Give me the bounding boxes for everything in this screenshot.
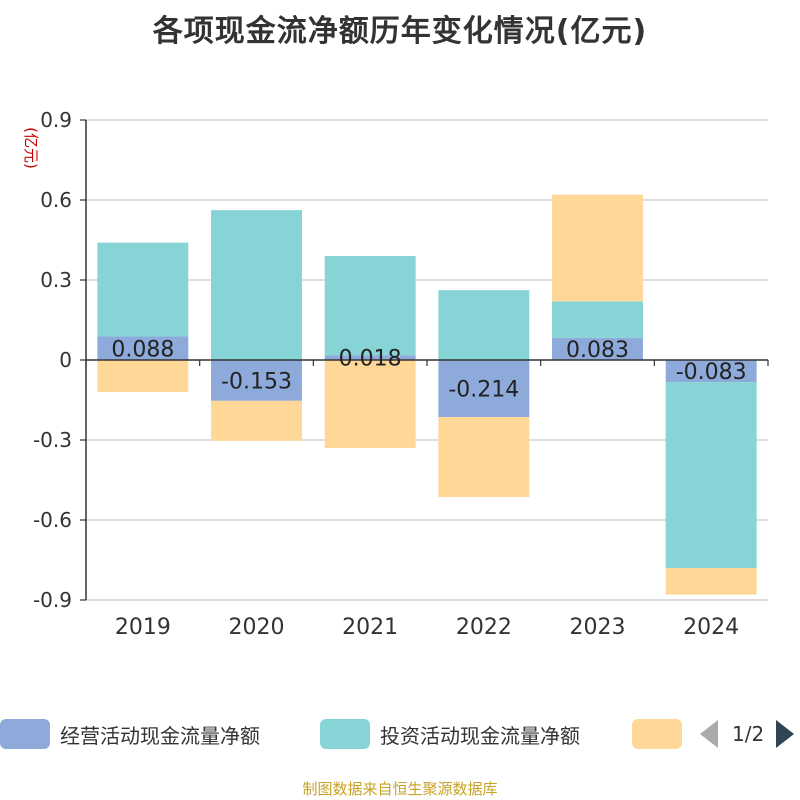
legend-label-investing: 投资活动现金流量净额	[380, 723, 580, 748]
legend-swatch-investing	[320, 719, 370, 749]
bar-2024-series-0	[665, 360, 757, 383]
legend: 经营活动现金流量净额 投资活动现金流量净额 1/2	[0, 716, 800, 752]
y-tick-label: 0.6	[40, 188, 72, 212]
x-tick-label-2023: 2023	[570, 615, 626, 640]
bar-2022-series-1	[438, 290, 530, 360]
x-tick-label-2024: 2024	[683, 615, 739, 640]
chart-svg: 0.9 0.6 0.3 0 -0.3 -0.6 -0.9 2019 2020 2021 2022 20…	[22, 108, 769, 640]
x-tick-label-2021: 2021	[342, 615, 398, 640]
legend-pager: 1/2	[700, 716, 795, 752]
bar-2019-series-2	[97, 360, 189, 392]
labels-layer: 0.088 -0.153 0.018 -0.214 0.083 -0.083	[111, 337, 746, 402]
bar-2023-series-0	[552, 337, 643, 360]
bar-2022-series-2	[438, 417, 530, 498]
bar-2021-series-1	[324, 256, 416, 356]
legend-item-investing[interactable]: 投资活动现金流量净额	[320, 716, 580, 752]
bar-2019-series-1	[97, 242, 189, 337]
y-tick-label: -0.3	[33, 428, 72, 452]
data-label-2021: 0.018	[339, 347, 402, 372]
y-tick-label: 0.3	[40, 268, 72, 292]
bar-2024-series-2	[665, 568, 757, 595]
x-tick-label-2022: 2022	[456, 615, 512, 640]
grid-layer	[86, 119, 768, 601]
bar-2023-series-1	[552, 301, 643, 338]
y-tick-label: 0.9	[40, 108, 72, 132]
source-note: 制图数据来自恒生聚源数据库	[302, 780, 498, 798]
bar-2020-series-0	[211, 360, 302, 401]
data-label-2019: 0.088	[111, 337, 174, 362]
pager-prev-icon[interactable]	[700, 720, 718, 748]
legend-swatch-financing	[632, 719, 682, 749]
y-axis-label: (亿元)	[22, 127, 40, 169]
bar-2022-series-0	[438, 360, 530, 418]
data-label-2023: 0.083	[566, 338, 629, 363]
y-tick-label: 0	[59, 348, 72, 372]
bar-2020-series-2	[211, 400, 302, 441]
legend-label-operating: 经营活动现金流量净额	[60, 723, 260, 748]
data-label-2022: -0.214	[448, 378, 519, 403]
x-tick-label-2019: 2019	[115, 615, 171, 640]
y-tick-label: -0.9	[33, 588, 72, 612]
data-label-2024: -0.083	[676, 360, 747, 385]
bar-2021-series-0	[324, 355, 416, 360]
bar-2021-series-2	[324, 360, 416, 448]
data-label-2020: -0.153	[221, 369, 292, 394]
bar-2020-series-1	[211, 210, 302, 360]
chart-title: 各项现金流净额历年变化情况(亿元)	[152, 14, 648, 49]
legend-item-financing[interactable]	[632, 716, 692, 752]
legend-swatch-operating	[0, 719, 50, 749]
x-tick-label-2020: 2020	[229, 615, 285, 640]
y-tick-label: -0.6	[33, 508, 72, 532]
pager-text: 1/2	[732, 722, 765, 746]
bar-2019-series-0	[97, 336, 189, 360]
pager-next-icon[interactable]	[776, 720, 795, 748]
bar-2023-series-2	[552, 194, 643, 302]
legend-item-operating[interactable]: 经营活动现金流量净额	[0, 716, 260, 752]
bar-2024-series-1	[665, 382, 757, 568]
axis-layer: 0.9 0.6 0.3 0 -0.3 -0.6 -0.9 2019 2020 2021 2022 20…	[33, 108, 769, 640]
bars-layer	[97, 194, 757, 595]
